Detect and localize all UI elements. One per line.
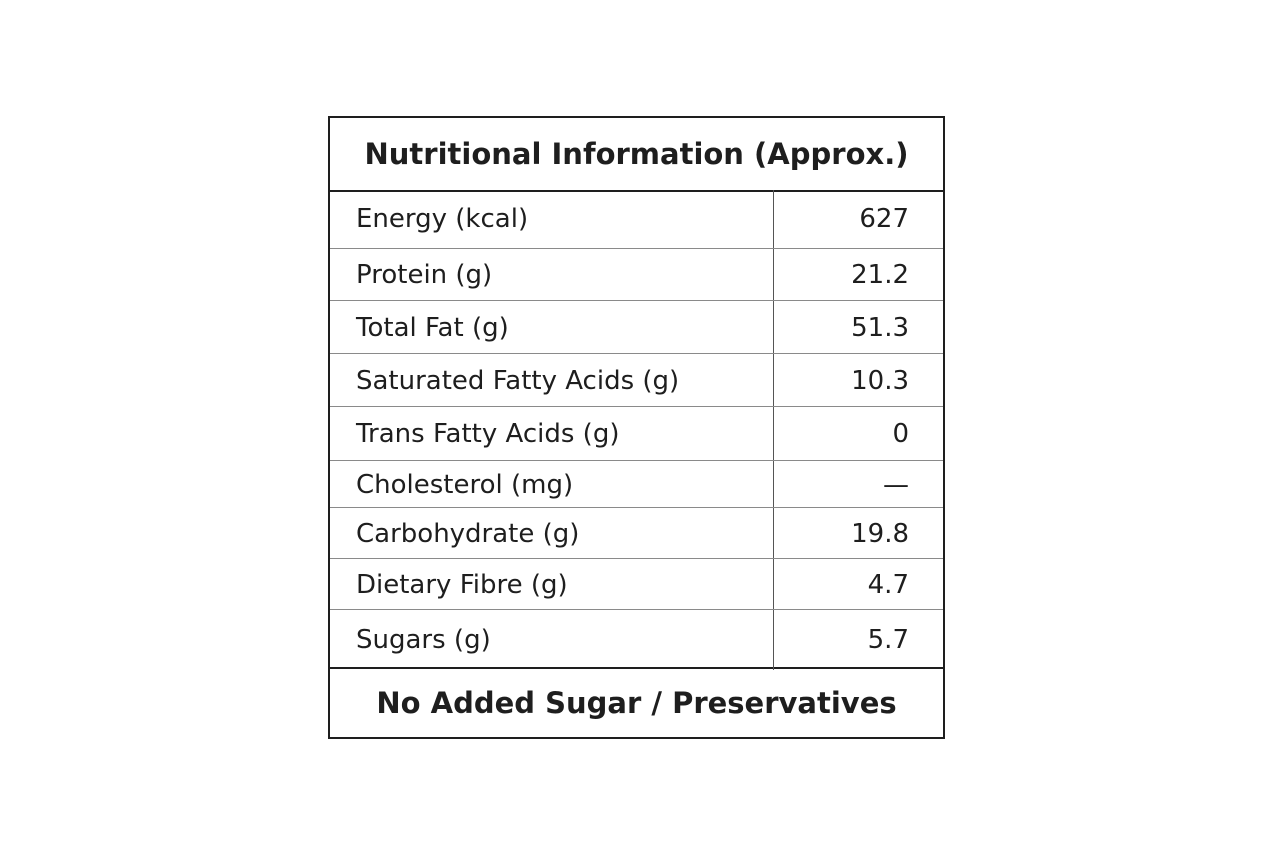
nutrient-value: 4.7 bbox=[867, 569, 909, 600]
table-row: Cholesterol (mg) — bbox=[330, 460, 943, 508]
nutrient-label: Energy (kcal) bbox=[330, 190, 774, 248]
nutrition-table: Nutritional Information (Approx.) No Add… bbox=[328, 116, 945, 739]
nutrient-label: Carbohydrate (g) bbox=[330, 508, 774, 559]
nutrient-value: 0 bbox=[892, 419, 909, 449]
table-row: Dietary Fibre (g) 4.7 bbox=[330, 558, 943, 610]
nutrient-value: — bbox=[883, 469, 909, 500]
nutrient-value: 21.2 bbox=[851, 260, 909, 290]
table-footer: No Added Sugar / Preservatives bbox=[330, 667, 943, 737]
nutrient-value: 19.8 bbox=[851, 518, 909, 549]
nutrient-value: 627 bbox=[859, 204, 909, 234]
nutrient-label: Dietary Fibre (g) bbox=[330, 559, 774, 610]
table-row: Sugars (g) 5.7 bbox=[330, 609, 943, 670]
nutrient-label: Trans Fatty Acids (g) bbox=[330, 407, 774, 461]
nutrient-label: Cholesterol (mg) bbox=[330, 461, 774, 508]
table-row: Saturated Fatty Acids (g) 10.3 bbox=[330, 353, 943, 407]
table-row: Energy (kcal) 627 bbox=[330, 190, 943, 248]
table-row: Total Fat (g) 51.3 bbox=[330, 300, 943, 354]
nutrient-value: 10.3 bbox=[851, 365, 909, 396]
table-title: Nutritional Information (Approx.) bbox=[330, 118, 943, 192]
nutrient-label: Sugars (g) bbox=[330, 610, 774, 670]
nutrient-label: Total Fat (g) bbox=[330, 301, 774, 354]
nutrient-value: 5.7 bbox=[867, 625, 909, 655]
table-row: Carbohydrate (g) 19.8 bbox=[330, 507, 943, 559]
nutrient-label: Saturated Fatty Acids (g) bbox=[330, 354, 774, 407]
nutrient-label: Protein (g) bbox=[330, 249, 774, 301]
table-row: Protein (g) 21.2 bbox=[330, 248, 943, 301]
table-row: Trans Fatty Acids (g) 0 bbox=[330, 406, 943, 461]
nutrient-value: 51.3 bbox=[851, 312, 909, 343]
